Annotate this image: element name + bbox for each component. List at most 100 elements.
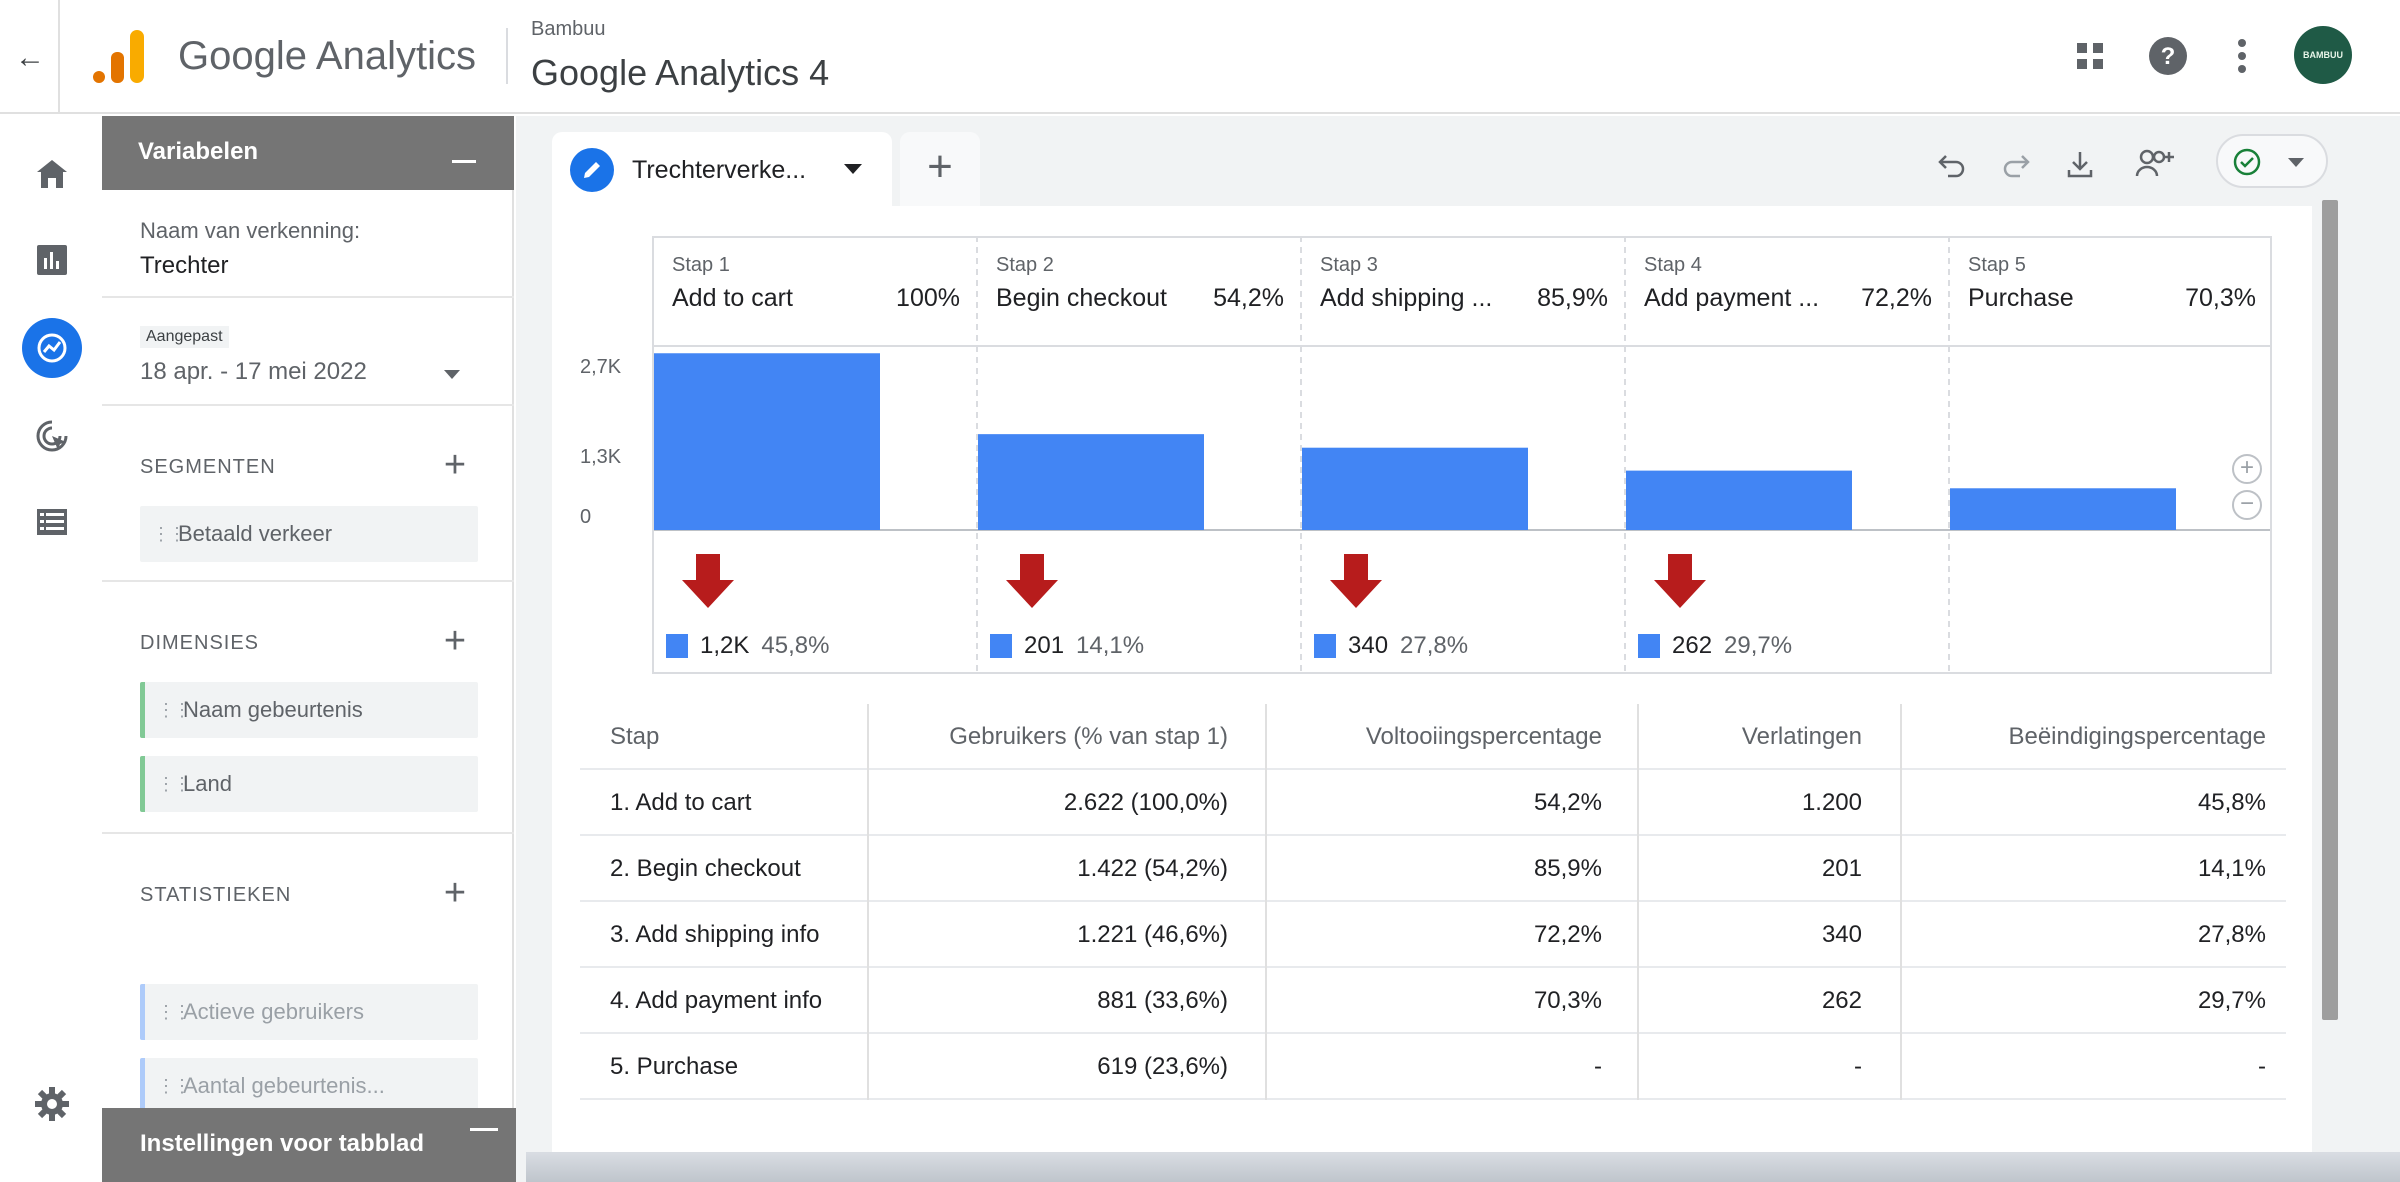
home-icon[interactable] <box>22 144 82 204</box>
dropoff-arrow-icon <box>682 554 734 608</box>
add-metric-icon[interactable]: + <box>443 872 467 914</box>
table-cell: 72,2% <box>1533 921 1602 948</box>
table-cell: 262 <box>1821 987 1862 1014</box>
funnel-step-header[interactable]: Stap 3 Add shipping ... 85,9% <box>1300 236 1624 346</box>
date-range-value[interactable]: 18 apr. - 17 mei 2022 <box>140 358 367 385</box>
funnel-bar[interactable] <box>654 353 880 530</box>
funnel-bar[interactable] <box>1626 470 1852 530</box>
account-name[interactable]: Bambuu <box>531 18 606 40</box>
segment-chip[interactable]: ⋮⋮ Betaald verkeer <box>140 506 478 562</box>
date-range-section: Aangepast 18 apr. - 17 mei 2022 <box>102 298 514 406</box>
table-cell: - <box>1594 1053 1602 1080</box>
table-cell: 14,1% <box>2197 855 2266 882</box>
apps-grid-icon[interactable] <box>2068 34 2112 78</box>
table-row[interactable]: 3. Add shipping info 1.221 (46,6%) 72,2% 34… <box>580 902 2286 968</box>
step-name-label: Begin checkout <box>996 284 1167 312</box>
table-row[interactable]: 1. Add to cart 2.622 (100,0%) 54,2% 1.200 45… <box>580 770 2286 836</box>
zoom-in-icon[interactable]: + <box>2232 454 2262 484</box>
avatar[interactable]: BAMBUU <box>2294 26 2352 84</box>
arrow-back-icon[interactable]: ← <box>15 41 45 74</box>
dropoff-arrow-icon <box>1330 554 1382 608</box>
top-app-bar: ← Google Analytics Bambuu Google Analyti… <box>0 0 2400 114</box>
table-column-divider <box>1637 704 1639 1100</box>
table-cell: 5. Purchase <box>610 1053 739 1080</box>
help-icon[interactable]: ? <box>2146 34 2190 78</box>
drag-handle-icon[interactable]: ⋮⋮ <box>152 524 186 544</box>
dropoff-label: 262 29,7% <box>1638 632 1792 660</box>
funnel-chart-svg <box>652 236 2272 674</box>
dropoff-label: 340 27,8% <box>1314 632 1468 660</box>
step-number-label: Stap 1 <box>672 254 730 276</box>
metric-chip[interactable]: ⋮⋮ Aantal gebeurtenis... <box>140 1058 478 1114</box>
drag-handle-icon[interactable]: ⋮⋮ <box>157 1002 191 1022</box>
configure-icon[interactable] <box>22 492 82 552</box>
table-cell: 4. Add payment info <box>610 987 823 1014</box>
funnel-step-header[interactable]: Stap 5 Purchase 70,3% <box>1948 236 2272 346</box>
tab-settings-header[interactable]: Instellingen voor tabblad <box>102 1108 526 1182</box>
table-cell: 70,3% <box>1533 987 1602 1014</box>
explore-icon[interactable] <box>22 318 82 378</box>
step-name-label: Add to cart <box>672 284 793 312</box>
minimize-icon[interactable] <box>452 136 478 166</box>
table-cell: 1. Add to cart <box>610 789 752 816</box>
zoom-out-icon[interactable]: − <box>2232 490 2262 520</box>
dropoff-arrow-icon <box>1654 554 1706 608</box>
status-check-icon[interactable] <box>2216 134 2328 188</box>
undo-icon[interactable] <box>1928 140 1976 188</box>
table-cell: 340 <box>1821 921 1862 948</box>
step-percent-label: 70,3% <box>2185 284 2256 312</box>
drag-handle-icon[interactable]: ⋮⋮ <box>157 774 191 794</box>
redo-icon[interactable] <box>1992 140 2040 188</box>
advertising-icon[interactable] <box>22 406 82 466</box>
column-header: Verlatingen <box>1741 723 1862 750</box>
step-name-label: Add payment ... <box>1644 284 1820 312</box>
download-icon[interactable] <box>2056 140 2104 188</box>
dropoff-count: 262 <box>1672 632 1713 659</box>
metric-chip[interactable]: ⋮⋮ Actieve gebruikers <box>140 984 478 1040</box>
exploration-name-section: Naam van verkenning: Trechter <box>102 190 514 298</box>
step-percent-label: 85,9% <box>1537 284 1608 312</box>
scrollbar[interactable] <box>2322 200 2338 1020</box>
table-row[interactable]: 5. Purchase 619 (23,6%) - - - <box>580 1034 2286 1100</box>
admin-gear-icon[interactable] <box>22 1074 82 1134</box>
variables-panel: Variabelen Naam van verkenning: Trechter… <box>102 116 514 1182</box>
funnel-bar[interactable] <box>1302 447 1528 530</box>
funnel-step-header[interactable]: Stap 4 Add payment ... 72,2% <box>1624 236 1948 346</box>
table-cell: 2.622 (100,0%) <box>1063 789 1228 816</box>
dropoff-percent: 45,8% <box>761 632 830 659</box>
chevron-down-icon[interactable] <box>444 370 460 379</box>
minimize-icon[interactable] <box>470 1118 500 1138</box>
drag-handle-icon[interactable]: ⋮⋮ <box>157 700 191 720</box>
reports-icon[interactable] <box>22 230 82 290</box>
y-tick-label: 2,7K <box>580 356 622 378</box>
funnel-step-column: Stap 3 Add shipping ... 85,9% 340 27,8% <box>1300 236 1624 674</box>
drag-handle-icon[interactable]: ⋮⋮ <box>157 1076 191 1096</box>
dimension-chip[interactable]: ⋮⋮ Naam gebeurtenis <box>140 682 478 738</box>
divider <box>58 0 60 114</box>
dropoff-label: 201 14,1% <box>990 632 1144 660</box>
table-cell: 2. Begin checkout <box>610 855 801 882</box>
funnel-step-header[interactable]: Stap 1 Add to cart 100% <box>652 236 976 346</box>
table-cell: 29,7% <box>2197 987 2266 1014</box>
tab-funnel-exploration[interactable]: Trechterverke... <box>552 132 892 206</box>
add-tab-button[interactable]: + <box>900 132 980 206</box>
tab-settings-title: Instellingen voor tabblad <box>140 1130 425 1157</box>
table-cell: 1.200 <box>1801 789 1862 816</box>
add-segment-icon[interactable]: + <box>443 444 467 486</box>
step-name-label: Purchase <box>1968 284 2074 312</box>
table-row[interactable]: 2. Begin checkout 1.422 (54,2%) 85,9% 201 14… <box>580 836 2286 902</box>
more-vert-icon[interactable] <box>2220 34 2264 78</box>
funnel-bar[interactable] <box>1950 488 2176 530</box>
product-name: Google Analytics <box>178 34 476 78</box>
funnel-step-header[interactable]: Stap 2 Begin checkout 54,2% <box>976 236 1300 346</box>
share-icon[interactable] <box>2132 140 2180 188</box>
property-name[interactable]: Google Analytics 4 <box>531 52 830 93</box>
chevron-down-icon[interactable] <box>844 164 862 174</box>
column-header: Stap <box>610 723 660 750</box>
table-row[interactable]: 4. Add payment info 881 (33,6%) 70,3% 262 29… <box>580 968 2286 1034</box>
funnel-bar[interactable] <box>978 434 1204 530</box>
exploration-name-field[interactable]: Trechter <box>140 252 229 279</box>
dimension-chip[interactable]: ⋮⋮ Land <box>140 756 478 812</box>
table-column-divider <box>867 704 869 1100</box>
add-dimension-icon[interactable]: + <box>443 620 467 662</box>
